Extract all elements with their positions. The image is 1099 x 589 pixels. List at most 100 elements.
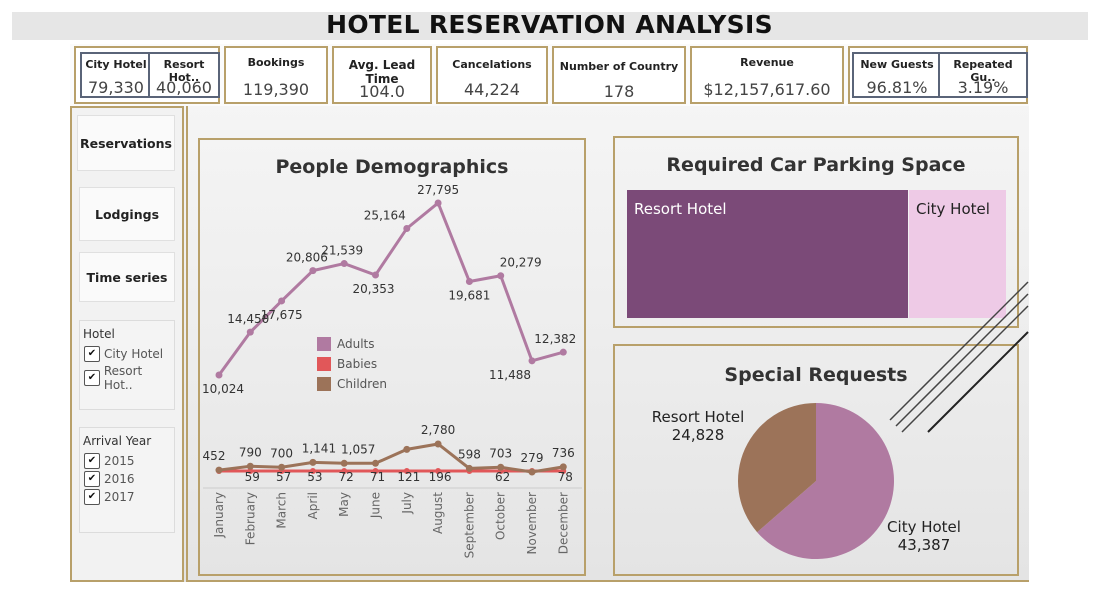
adults-line bbox=[217, 200, 564, 376]
children-data-label: 1,141 bbox=[302, 441, 336, 455]
adults-point bbox=[309, 267, 317, 275]
children-point bbox=[246, 462, 254, 470]
babies-point bbox=[247, 468, 254, 474]
parking-panel: Required Car Parking Space bbox=[613, 136, 1019, 328]
kpi-repeated-guests[interactable]: Repeated Gu.. 3.19% bbox=[938, 52, 1028, 98]
babies-data-label: 59 bbox=[245, 470, 260, 484]
kpi-label: New Guests bbox=[860, 58, 934, 71]
kpi-cancelations[interactable]: Cancelations 44,224 bbox=[436, 46, 548, 104]
special-requests-title: Special Requests bbox=[724, 364, 908, 386]
checkbox-checked-icon[interactable]: ✔ bbox=[84, 346, 100, 362]
legend-children[interactable]: Children bbox=[317, 377, 387, 391]
nav-time-series[interactable]: Time series bbox=[79, 252, 175, 302]
children-data-label: 598 bbox=[458, 447, 481, 461]
month-tick-label: May bbox=[337, 492, 351, 517]
babies-data-label: 62 bbox=[495, 470, 510, 484]
month-tick-label: December bbox=[556, 492, 570, 554]
kpi-hotel-group: City Hotel 79,330 Resort Hot.. 40,060 bbox=[74, 46, 220, 104]
children-point bbox=[559, 463, 567, 471]
babies-point bbox=[309, 468, 316, 474]
adults-data-label: 19,681 bbox=[448, 289, 490, 303]
adults-data-label: 25,164 bbox=[364, 208, 406, 222]
checkbox-checked-icon[interactable]: ✔ bbox=[84, 489, 100, 505]
children-data-label: 703 bbox=[489, 446, 512, 460]
filter-option-label: 2015 bbox=[104, 454, 135, 468]
filter-option-resort-hotel[interactable]: ✔ Resort Hot.. bbox=[84, 364, 174, 392]
legend-adults[interactable]: Adults bbox=[317, 337, 375, 351]
filter-option-2017[interactable]: ✔ 2017 bbox=[84, 489, 135, 505]
filter-option-2015[interactable]: ✔ 2015 bbox=[84, 453, 135, 469]
pie-label-value: 43,387 bbox=[897, 536, 951, 554]
kpi-city-hotel[interactable]: City Hotel 79,330 bbox=[80, 52, 150, 98]
kpi-value: 3.19% bbox=[957, 78, 1009, 97]
kpi-label: Avg. Lead Time bbox=[348, 58, 416, 86]
treemap-label: Resort Hotel bbox=[634, 200, 727, 218]
decor-line bbox=[895, 293, 1029, 427]
babies-data-label: 121 bbox=[397, 470, 420, 484]
adults-data-label: 12,382 bbox=[534, 332, 576, 346]
adults-data-label: 21,539 bbox=[321, 244, 363, 258]
adults-point bbox=[246, 328, 254, 336]
kpi-label: Revenue bbox=[740, 56, 794, 69]
kpi-countries[interactable]: Number of Country 178 bbox=[552, 46, 686, 104]
hotel-filter: Hotel ✔ City Hotel ✔ Resort Hot.. bbox=[79, 320, 175, 410]
adults-data-label: 14,450 bbox=[227, 312, 269, 326]
kpi-new-guests[interactable]: New Guests 96.81% bbox=[852, 52, 940, 98]
babies-point bbox=[403, 468, 410, 474]
kpi-resort-hotel[interactable]: Resort Hot.. 40,060 bbox=[148, 52, 220, 98]
kpi-label: Resort Hot.. bbox=[163, 58, 205, 84]
adults-data-label: 17,675 bbox=[261, 308, 303, 322]
checkbox-checked-icon[interactable]: ✔ bbox=[84, 471, 100, 487]
treemap-cell-resort-hotel[interactable]: Resort Hotel bbox=[627, 190, 908, 318]
adults-point bbox=[215, 371, 223, 379]
month-tick-label: July bbox=[400, 492, 414, 515]
decor-line bbox=[927, 331, 1029, 433]
children-point bbox=[340, 459, 348, 467]
kpi-value: 96.81% bbox=[866, 78, 928, 97]
adults-data-label: 10,024 bbox=[202, 382, 244, 396]
babies-point bbox=[435, 468, 442, 474]
filter-option-label: City Hotel bbox=[104, 347, 164, 361]
kpi-guest-group: New Guests 96.81% Repeated Gu.. 3.19% bbox=[848, 46, 1028, 104]
adults-point bbox=[559, 348, 567, 356]
decorative-lines bbox=[889, 281, 1029, 433]
adults-point bbox=[528, 357, 536, 365]
pie-slice-resort-hotel[interactable] bbox=[738, 403, 816, 533]
kpi-lead-time[interactable]: Avg. Lead Time 104.0 bbox=[332, 46, 432, 104]
children-point bbox=[215, 466, 223, 474]
children-point bbox=[497, 463, 505, 471]
kpi-value: 178 bbox=[603, 82, 635, 101]
children-point bbox=[528, 468, 536, 476]
kpi-revenue[interactable]: Revenue $12,157,617.60 bbox=[690, 46, 844, 104]
main-area bbox=[186, 106, 1029, 582]
month-tick-label: October bbox=[494, 492, 508, 540]
legend-swatch bbox=[317, 377, 331, 391]
legend-label: Children bbox=[337, 377, 387, 391]
legend-label: Adults bbox=[337, 337, 375, 351]
kpi-value: 79,330 bbox=[88, 78, 144, 97]
filter-option-2016[interactable]: ✔ 2016 bbox=[84, 471, 135, 487]
nav-reservations[interactable]: Reservations bbox=[77, 115, 175, 171]
children-data-label: 790 bbox=[239, 445, 262, 459]
checkbox-checked-icon[interactable]: ✔ bbox=[84, 370, 100, 386]
decor-line bbox=[889, 281, 1029, 421]
filter-option-label: Resort Hot.. bbox=[103, 364, 143, 392]
children-line bbox=[218, 442, 564, 474]
legend-babies[interactable]: Babies bbox=[317, 357, 377, 371]
kpi-bookings[interactable]: Bookings 119,390 bbox=[224, 46, 328, 104]
treemap-cell-city-hotel[interactable]: City Hotel bbox=[909, 190, 1006, 318]
filter-option-city-hotel[interactable]: ✔ City Hotel bbox=[84, 346, 163, 362]
legend-swatch bbox=[317, 337, 331, 351]
children-point bbox=[309, 458, 317, 466]
title-bar bbox=[12, 12, 1088, 40]
kpi-value: 44,224 bbox=[464, 80, 520, 99]
checkbox-checked-icon[interactable]: ✔ bbox=[84, 453, 100, 469]
adults-point bbox=[340, 260, 348, 268]
filter-option-label: 2017 bbox=[104, 490, 135, 504]
pie-label-resort-hotel: Resort Hotel 24,828 bbox=[650, 408, 746, 444]
nav-lodgings[interactable]: Lodgings bbox=[79, 187, 175, 241]
kpi-value: 104.0 bbox=[359, 82, 405, 101]
filter-title: Hotel bbox=[83, 327, 115, 341]
pie-slice-city-hotel[interactable] bbox=[757, 403, 894, 559]
legend-swatch bbox=[317, 357, 331, 371]
